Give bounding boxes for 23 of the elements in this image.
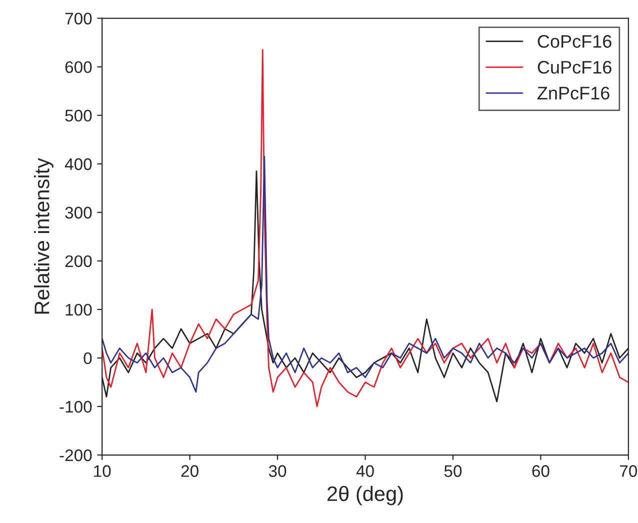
y-tick-label: 500 bbox=[65, 110, 92, 122]
y-tick-label: 300 bbox=[65, 206, 92, 219]
y-tick-label: 400 bbox=[64, 158, 92, 170]
y-tick-label: -100 bbox=[60, 400, 92, 413]
x-tick-label: 30 bbox=[268, 465, 286, 477]
x-tick-label: 20 bbox=[181, 465, 198, 477]
y-tick-label: 100 bbox=[66, 304, 92, 316]
x-tick-label: 10 bbox=[94, 465, 111, 477]
legend-label: CoPcF16 bbox=[538, 35, 612, 48]
y-tick-label: 700 bbox=[65, 12, 92, 25]
x-tick-label: 60 bbox=[532, 465, 550, 477]
x-tick-label: 40 bbox=[356, 465, 374, 477]
x-axis-title: 2θ (deg) bbox=[328, 486, 403, 506]
y-tick-label: 200 bbox=[65, 255, 92, 268]
x-tick-label: 70 bbox=[620, 465, 638, 477]
y-tick-label: 600 bbox=[65, 61, 92, 74]
legend-label: ZnPcF16 bbox=[537, 86, 610, 100]
y-axis-title: Relative intensity bbox=[34, 158, 54, 314]
line-series bbox=[102, 49, 628, 408]
legend-label: CuPcF16 bbox=[538, 60, 612, 74]
y-tick-label: -200 bbox=[60, 449, 92, 462]
x-tick-label: 50 bbox=[444, 465, 462, 477]
y-tick-label: 0 bbox=[84, 352, 92, 364]
